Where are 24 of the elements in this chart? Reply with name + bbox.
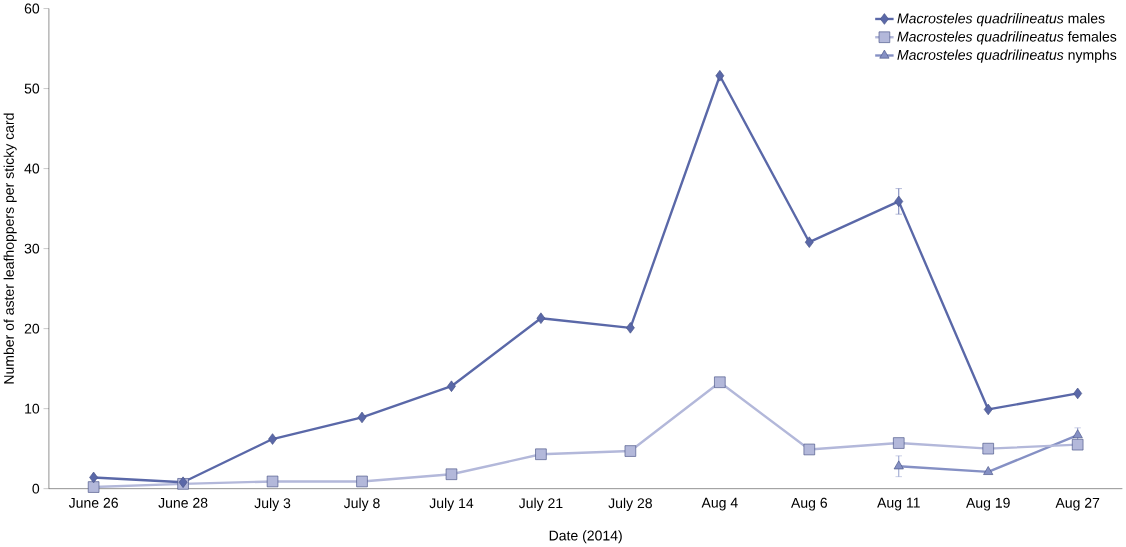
x-tick-label: June 26 — [68, 497, 118, 508]
x-tick-label: Aug 6 — [791, 497, 827, 511]
y-tick-label: 50 — [24, 83, 40, 94]
x-tick-label: Aug 11 — [877, 497, 920, 511]
y-tick-label: 40 — [24, 163, 40, 174]
y-tick-label: 0 — [32, 483, 40, 494]
legend-label: Macrosteles quadrilineatus females — [897, 31, 1117, 45]
x-tick-label: June 28 — [158, 497, 208, 508]
x-tick-label: July 8 — [343, 497, 380, 511]
y-tick-label: 20 — [24, 323, 40, 334]
legend-label: Macrosteles quadrilineatus males — [897, 13, 1105, 27]
y-tick-label: 60 — [24, 3, 40, 14]
x-tick-label: July 28 — [608, 497, 652, 511]
x-tick-label: Aug 19 — [966, 497, 1010, 511]
y-tick-label: 30 — [24, 243, 40, 254]
y-tick-label: 10 — [25, 403, 40, 414]
y-axis-title: Number of aster leafhoppers per sticky card — [3, 113, 17, 384]
x-tick-label: Aug 27 — [1055, 497, 1100, 511]
legend-label: Macrosteles quadrilineatus nymphs — [897, 49, 1117, 63]
x-tick-label: July 21 — [518, 497, 563, 511]
x-tick-label: Aug 4 — [701, 497, 738, 511]
x-tick-label: July 14 — [429, 497, 474, 511]
x-axis-title: Date (2014) — [549, 530, 622, 544]
x-tick-label: July 3 — [254, 497, 291, 511]
